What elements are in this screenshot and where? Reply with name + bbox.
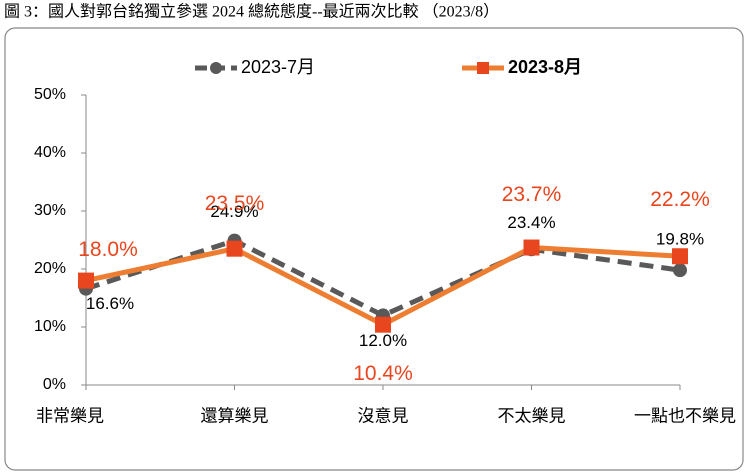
x-tick-label: 非常樂見 — [36, 406, 104, 425]
chart-title: 圖 3：國人對郭台銘獨立參選 2024 總統態度--最近兩次比較 （2023/8… — [4, 3, 499, 21]
value-label: 19.8% — [656, 230, 704, 249]
y-tick-label: 50% — [34, 86, 66, 103]
y-tick-label: 20% — [34, 260, 66, 277]
y-tick-label: 30% — [34, 202, 66, 219]
value-label: 24.9% — [210, 202, 258, 221]
legend-marker — [477, 62, 489, 74]
legend-label: 2023-8月 — [508, 57, 582, 77]
point — [78, 272, 94, 289]
y-tick-label: 0% — [43, 376, 66, 393]
value-label: 18.0% — [78, 238, 138, 261]
x-tick-label: 不太樂見 — [498, 406, 566, 425]
value-label: 10.4% — [353, 362, 413, 385]
point — [673, 263, 687, 278]
x-tick-label: 還算樂見 — [201, 406, 269, 425]
y-tick-label: 10% — [34, 318, 66, 335]
value-label: 22.2% — [650, 188, 710, 211]
y-tick-label: 40% — [34, 144, 66, 161]
x-tick-label: 沒意見 — [358, 406, 409, 425]
value-label: 23.5% — [205, 192, 265, 215]
value-label: 16.6% — [86, 294, 134, 313]
series-line — [85, 238, 681, 318]
chart-frame — [4, 27, 744, 471]
point — [523, 239, 540, 256]
point — [672, 248, 688, 265]
x-tick-label: 一點也不樂見 — [634, 406, 736, 425]
point — [375, 316, 391, 333]
value-label: 23.4% — [507, 213, 555, 232]
legend-label: 2023-7月 — [241, 57, 315, 77]
value-label: 23.7% — [502, 183, 562, 206]
point — [226, 240, 243, 257]
value-label: 12.0% — [359, 331, 407, 350]
legend-marker — [210, 62, 222, 74]
